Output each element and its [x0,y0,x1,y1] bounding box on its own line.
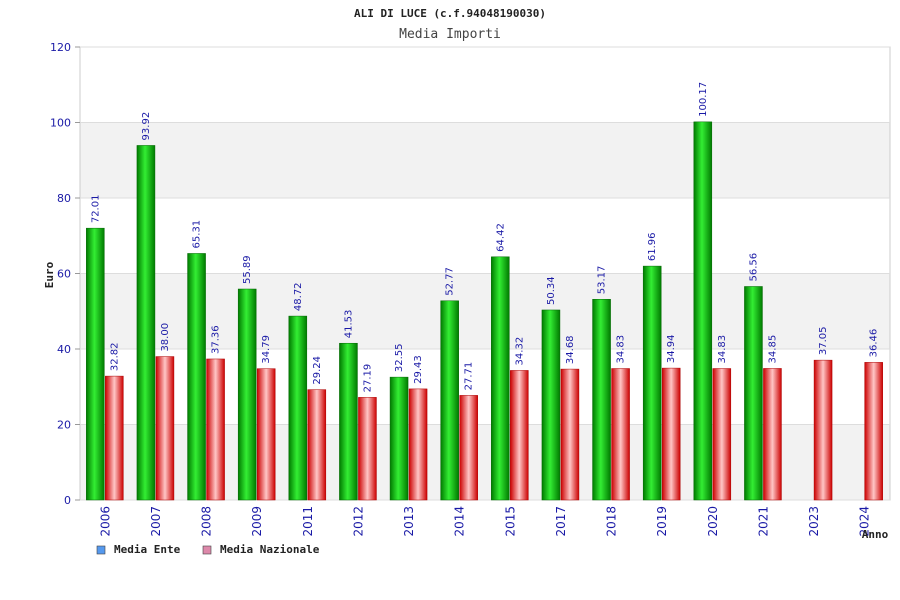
data-label: 34.94 [666,334,677,363]
y-tick-label: 40 [57,343,71,356]
legend-label-media-nazionale: Media Nazionale [220,543,320,556]
data-label: 38.00 [160,323,171,352]
y-axis-ticks: 0 20 40 60 80 100 120 [50,41,71,507]
bar-media-nazionale-2024 [864,362,883,501]
data-labels: 72.01 32.82 93.92 38.00 65.31 37.36 55.89 34.79… [90,82,879,392]
bar-media-nazionale-2012 [358,397,377,501]
bar-media-ente-2014 [440,300,459,501]
x-tick-label: 2020 [706,506,720,537]
legend-swatch-media-nazionale [202,545,212,555]
legend: Media Ente Media Nazionale [96,543,320,556]
data-label: 41.53 [343,310,354,339]
bar-media-ente-2021 [744,286,763,501]
data-label: 36.46 [869,329,880,358]
bar-media-nazionale-2019 [661,367,681,501]
bar-media-ente-2012 [339,342,358,501]
x-tick-label: 2014 [453,506,467,537]
y-tick-label: 120 [50,41,71,54]
y-tick-label: 60 [57,268,71,281]
x-tick-label: 2023 [807,506,821,537]
data-label: 48.72 [293,282,304,311]
data-label: 34.83 [616,335,627,364]
bar-media-ente-2013 [389,376,409,501]
data-label: 65.31 [192,220,203,249]
bar-media-nazionale-2011 [307,389,327,501]
x-tick-label: 2006 [98,506,112,537]
x-tick-label: 2013 [402,506,416,537]
bar-media-ente-2008 [187,253,206,501]
bars [86,121,883,501]
bar-media-nazionale-2021 [763,368,782,501]
data-label: 32.82 [109,342,120,371]
bar-media-ente-2019 [642,265,662,501]
data-label: 32.55 [394,343,405,372]
data-label: 27.71 [464,362,475,391]
x-tick-label: 2018 [605,506,619,537]
data-label: 56.56 [748,253,759,282]
bar-media-nazionale-2009 [256,368,276,501]
data-label: 34.83 [717,335,728,364]
data-label: 52.77 [445,267,456,296]
x-tick-label: 2019 [655,506,669,537]
bar-media-nazionale-2018 [611,368,630,501]
x-tick-label: 2024 [858,506,872,537]
bar-media-nazionale-2020 [712,368,732,501]
data-label: 37.05 [818,326,829,355]
bar-media-nazionale-2017 [560,368,580,501]
data-label: 61.96 [647,232,658,261]
bar-media-ente-2006 [86,227,105,501]
data-label: 50.34 [546,276,557,305]
chart-title: ALI DI LUCE (c.f.94048190030) [354,7,546,20]
bar-media-nazionale-2023 [813,359,833,501]
grid-band [80,122,890,198]
x-tick-label: 2017 [554,506,568,537]
bar-media-nazionale-2015 [510,370,529,501]
data-label: 34.68 [565,335,576,364]
bar-media-ente-2017 [541,309,561,501]
data-label: 93.92 [141,112,152,141]
data-label: 100.17 [698,82,709,117]
x-tick-label: 2015 [503,506,517,537]
y-tick-label: 80 [57,192,71,205]
x-axis-label: Anno [862,528,889,541]
bar-media-nazionale-2013 [408,388,428,501]
data-label: 27.19 [362,364,373,393]
bar-media-ente-2011 [288,315,308,501]
bar-media-nazionale-2008 [206,358,225,501]
bar-media-nazionale-2014 [459,395,478,501]
y-tick-label: 100 [50,117,71,130]
y-axis-label: Euro [43,261,56,288]
data-label: 53.17 [597,266,608,295]
chart-subtitle: Media Importi [399,27,501,42]
x-tick-label: 2012 [351,506,365,537]
x-tick-label: 2011 [301,506,315,537]
x-tick-label: 2009 [250,506,264,537]
bar-media-nazionale-2007 [155,356,175,501]
legend-label-media-ente: Media Ente [114,543,181,556]
data-label: 34.85 [767,335,778,364]
data-label: 37.36 [211,325,222,354]
bar-media-ente-2020 [693,121,713,501]
y-tick-label: 0 [64,494,71,507]
legend-swatch-media-ente [96,545,106,555]
x-tick-label: 2007 [149,506,163,537]
x-axis-ticks: 2006 2007 2008 2009 2011 2012 2013 2014 2015 2017… [98,506,871,537]
data-label: 29.43 [413,355,424,384]
data-label: 34.79 [261,335,272,364]
bar-media-ente-2009 [237,288,257,501]
data-label: 72.01 [90,195,101,224]
data-label: 29.24 [312,356,323,385]
data-label: 55.89 [242,255,253,284]
bar-media-nazionale-2006 [105,375,124,501]
bar-media-ente-2015 [491,256,510,501]
bar-media-ente-2018 [592,299,611,501]
x-tick-label: 2021 [756,506,770,537]
data-label: 64.42 [495,223,506,252]
bar-media-ente-2007 [136,145,156,501]
data-label: 34.32 [514,337,525,366]
x-tick-label: 2008 [200,506,214,537]
y-tick-label: 20 [57,419,71,432]
